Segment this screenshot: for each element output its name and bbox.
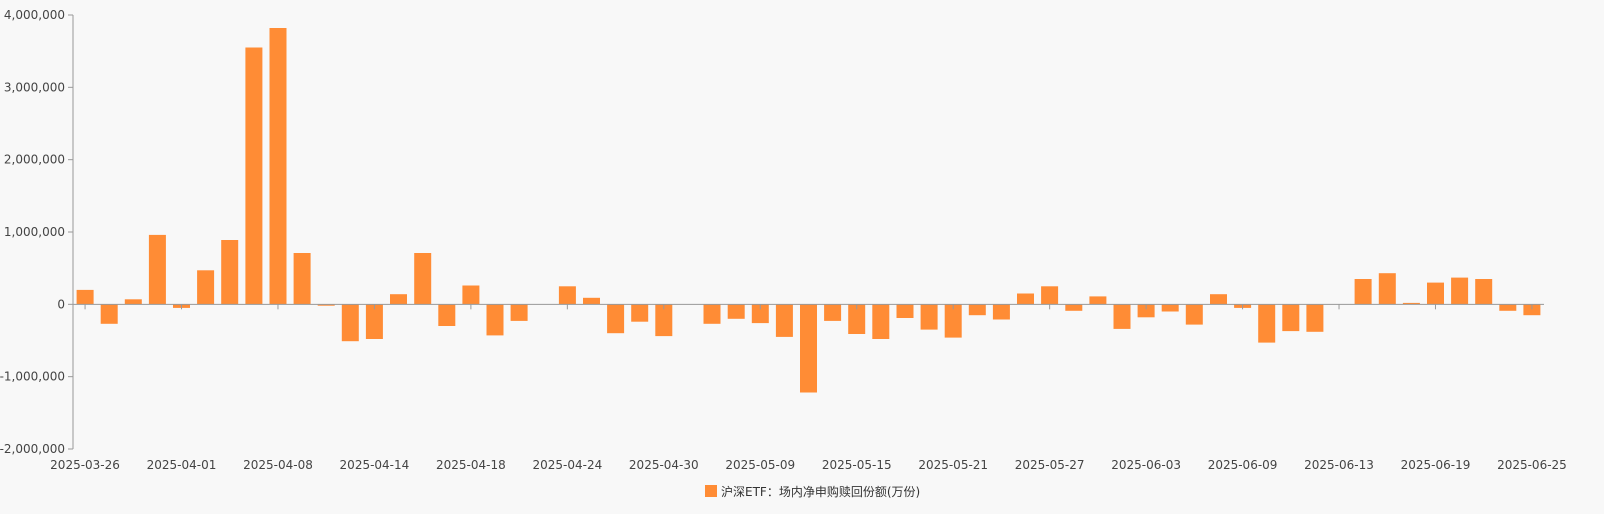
bar-2025-05-22[interactable]: [968, 304, 986, 316]
bar-2025-04-18[interactable]: [462, 285, 480, 305]
bar-2025-04-17[interactable]: [438, 304, 456, 326]
bar-2025-06-18[interactable]: [1402, 302, 1420, 305]
bar-2025-05-27[interactable]: [1041, 286, 1059, 305]
bar-2025-06-24[interactable]: [1499, 304, 1517, 311]
y-tick-label: 2,000,000: [4, 153, 65, 167]
bar-2025-04-29[interactable]: [631, 304, 649, 322]
bar-2025-05-23[interactable]: [992, 304, 1010, 320]
bar-2025-06-12[interactable]: [1306, 304, 1324, 332]
bar-2025-06-20[interactable]: [1451, 277, 1469, 305]
bar-2025-05-26[interactable]: [1017, 293, 1034, 305]
bar-2025-05-07[interactable]: [703, 304, 721, 324]
x-tick-label: 2025-03-26: [50, 458, 120, 472]
bar-2025-05-16[interactable]: [872, 304, 890, 339]
bar-2025-04-03[interactable]: [221, 240, 239, 305]
bar-2025-04-28[interactable]: [607, 304, 625, 334]
x-axis: 2025-03-26 2025-04-01 2025-04-08 2025-04-14…: [50, 304, 1567, 472]
bar-2025-04-10[interactable]: [317, 304, 335, 306]
bar-2025-04-14[interactable]: [365, 304, 383, 339]
bar-2025-06-04[interactable]: [1161, 304, 1179, 312]
bar-2025-05-28[interactable]: [1065, 304, 1083, 311]
bar-2025-03-26[interactable]: [76, 289, 94, 305]
x-tick-label: 2025-06-09: [1208, 458, 1278, 472]
x-tick-label: 2025-05-21: [918, 458, 988, 472]
bar-2025-04-02[interactable]: [197, 270, 215, 305]
bar-2025-04-30[interactable]: [655, 304, 673, 337]
legend[interactable]: 沪深ETF：场内净申购赎回份额(万份): [705, 484, 920, 499]
x-tick-label: 2025-06-13: [1304, 458, 1374, 472]
x-tick-label: 2025-06-03: [1111, 458, 1181, 472]
y-tick-label: 3,000,000: [4, 80, 65, 94]
y-axis: 4,000,000 3,000,000 2,000,000 1,000,000 0 -1,…: [0, 8, 73, 456]
bar-2025-05-19[interactable]: [896, 304, 914, 318]
bar-2025-03-28[interactable]: [124, 299, 142, 305]
bar-2025-05-08[interactable]: [727, 304, 745, 319]
x-tick-label: 2025-04-14: [340, 458, 410, 472]
bar-2025-04-24[interactable]: [558, 286, 576, 305]
bar-2025-04-11[interactable]: [341, 304, 359, 342]
bar-2025-04-16[interactable]: [414, 253, 432, 305]
bar-2025-06-25[interactable]: [1523, 304, 1541, 316]
x-tick-label: 2025-05-27: [1015, 458, 1085, 472]
y-tick-label: 0: [57, 297, 65, 311]
x-tick-label: 2025-04-01: [147, 458, 217, 472]
bar-2025-06-19[interactable]: [1427, 282, 1444, 305]
bar-2025-04-25[interactable]: [583, 297, 600, 305]
bar-2025-06-10[interactable]: [1258, 304, 1276, 343]
bar-2025-04-15[interactable]: [390, 294, 407, 305]
bar-2025-05-29[interactable]: [1089, 296, 1107, 305]
bar-2025-04-08[interactable]: [269, 28, 287, 305]
bar-2025-05-15[interactable]: [848, 304, 866, 334]
bar-2025-06-16[interactable]: [1354, 279, 1372, 305]
bar-2025-05-30[interactable]: [1113, 304, 1131, 329]
bar-2025-06-05[interactable]: [1185, 304, 1203, 325]
x-tick-label: 2025-06-25: [1497, 458, 1567, 472]
bar-2025-03-31[interactable]: [148, 234, 166, 305]
x-tick-label: 2025-05-15: [822, 458, 892, 472]
y-tick-label: -2,000,000: [0, 442, 65, 456]
bar-2025-05-09[interactable]: [751, 304, 769, 324]
legend-label: 沪深ETF：场内净申购赎回份额(万份): [721, 484, 920, 499]
bar-2025-06-11[interactable]: [1282, 304, 1300, 332]
bars-layer: [76, 28, 1541, 393]
bar-2025-06-06[interactable]: [1210, 294, 1227, 305]
bar-2025-04-21[interactable]: [486, 304, 504, 336]
x-tick-label: 2025-04-18: [436, 458, 506, 472]
bar-2025-05-14[interactable]: [824, 304, 842, 321]
y-tick-label: 1,000,000: [4, 225, 65, 239]
bar-2025-05-20[interactable]: [920, 304, 938, 330]
bar-2025-03-27[interactable]: [100, 304, 118, 324]
x-tick-label: 2025-05-09: [725, 458, 795, 472]
y-tick-label: -1,000,000: [0, 370, 65, 384]
bar-2025-05-12[interactable]: [775, 304, 793, 337]
bar-2025-04-07[interactable]: [245, 47, 263, 305]
bar-2025-05-13[interactable]: [800, 304, 817, 393]
bar-2025-06-03[interactable]: [1137, 304, 1155, 318]
x-tick-label: 2025-04-08: [243, 458, 313, 472]
x-tick-label: 2025-04-24: [532, 458, 602, 472]
legend-swatch: [705, 485, 717, 497]
bar-2025-04-09[interactable]: [293, 253, 311, 305]
x-tick-label: 2025-04-30: [629, 458, 699, 472]
y-tick-label: 4,000,000: [4, 8, 65, 22]
bar-2025-04-22[interactable]: [510, 304, 528, 321]
bar-2025-05-21[interactable]: [944, 304, 962, 338]
bar-2025-06-17[interactable]: [1378, 273, 1396, 305]
bar-2025-06-23[interactable]: [1475, 279, 1493, 305]
x-tick-label: 2025-06-19: [1401, 458, 1471, 472]
